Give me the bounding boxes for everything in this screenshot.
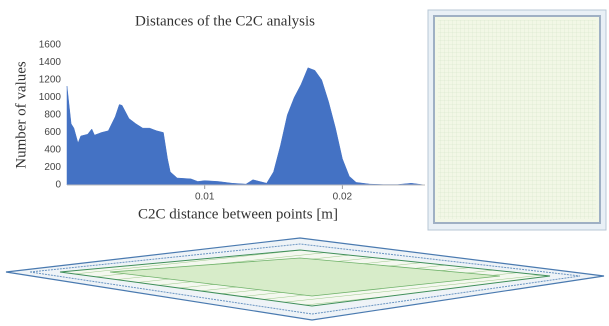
y-tick-label: 1600	[39, 40, 62, 51]
y-tick-label: 1000	[39, 92, 62, 103]
chart-title: Distances of the C2C analysis	[135, 13, 315, 29]
x-tick-label: 0.02	[333, 192, 353, 203]
y-tick-label: 1400	[39, 57, 62, 68]
perspective-view-image	[6, 238, 604, 320]
y-tick-label: 200	[44, 162, 61, 173]
y-tick-label: 0	[55, 180, 61, 191]
y-tick-label: 400	[44, 145, 61, 156]
plan-view-image	[428, 10, 606, 230]
figure: Distances of the C2C analysis C2C distan…	[0, 0, 609, 321]
y-tick-label: 1200	[39, 75, 62, 86]
y-tick-label: 800	[44, 110, 61, 121]
y-axis-label: Number of values	[13, 61, 29, 169]
area	[67, 68, 425, 185]
y-tick-label: 600	[44, 127, 61, 138]
x-axis-label: C2C distance between points [m]	[138, 206, 338, 222]
page: Distances of the C2C analysis C2C distan…	[0, 0, 609, 321]
x-tick-label: 0.01	[195, 192, 215, 203]
